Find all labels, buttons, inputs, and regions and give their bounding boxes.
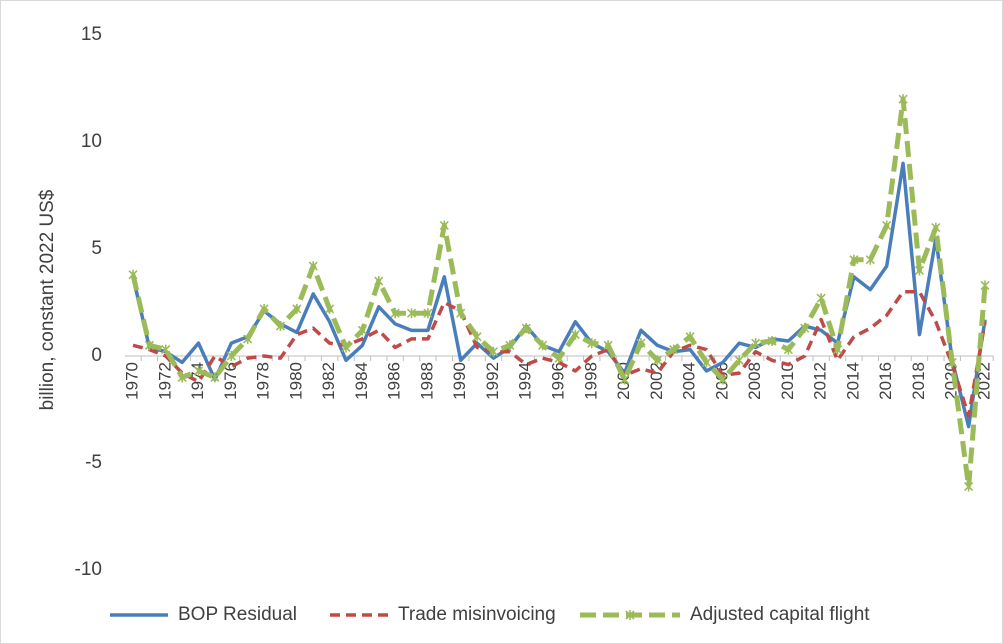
- point-marker: [488, 346, 499, 357]
- point-marker: [898, 94, 908, 105]
- x-tick-label: 1988: [417, 362, 436, 400]
- point-marker: [521, 323, 531, 334]
- point-marker: [947, 357, 957, 368]
- point-marker: [390, 308, 400, 319]
- x-tick-label: 2018: [909, 362, 928, 400]
- point-marker: [800, 323, 810, 334]
- point-marker: [636, 338, 646, 349]
- point-marker: [882, 220, 892, 231]
- point-marker: [144, 340, 154, 351]
- point-marker: [423, 308, 433, 319]
- point-marker: [964, 481, 974, 492]
- y-tick-label: 10: [81, 131, 102, 152]
- point-marker: [685, 331, 695, 342]
- point-marker: [128, 269, 138, 280]
- point-marker: [341, 342, 351, 353]
- point-marker: [292, 303, 302, 314]
- point-marker: [243, 333, 253, 344]
- point-marker: [603, 340, 613, 351]
- point-marker: [701, 357, 712, 368]
- x-tick-label: 2014: [843, 362, 862, 400]
- point-marker: [914, 265, 925, 276]
- legend-label: Adjusted capital flight: [690, 604, 870, 625]
- point-marker: [816, 293, 826, 304]
- point-marker: [193, 365, 204, 376]
- x-tick-label: 1994: [516, 362, 535, 400]
- point-marker: [980, 280, 990, 291]
- y-tick-label: 5: [91, 238, 102, 259]
- x-tick-label: 1998: [581, 362, 600, 400]
- x-tick-label: 1986: [385, 362, 404, 400]
- point-marker: [308, 261, 318, 272]
- point-marker: [832, 344, 843, 355]
- y-axis-title: billion, constant 2022 US$: [37, 189, 58, 410]
- x-tick-label: 1982: [319, 362, 338, 400]
- point-marker: [783, 344, 793, 355]
- point-marker: [865, 254, 875, 265]
- point-marker: [619, 374, 630, 385]
- point-marker: [505, 340, 515, 351]
- point-marker: [177, 372, 187, 383]
- point-marker: [718, 374, 728, 385]
- y-tick-label: -5: [85, 452, 102, 473]
- point-marker: [669, 344, 679, 355]
- y-tick-label: 15: [81, 24, 102, 45]
- x-tick-label: 1984: [352, 362, 371, 400]
- point-marker: [357, 325, 367, 336]
- point-marker: [210, 372, 220, 383]
- x-tick-label: 1980: [286, 362, 305, 400]
- x-tick-label: 1990: [450, 362, 469, 400]
- point-marker: [570, 329, 580, 340]
- point-marker: [931, 222, 941, 233]
- point-marker: [472, 331, 482, 342]
- point-marker: [652, 355, 662, 366]
- x-tick-label: 2012: [811, 362, 830, 400]
- y-tick-label: -10: [75, 559, 102, 580]
- x-tick-label: 2010: [778, 362, 797, 400]
- x-tick-label: 1970: [122, 362, 141, 400]
- point-marker: [439, 220, 449, 231]
- y-tick-label: 0: [91, 345, 102, 366]
- x-tick-label: 2008: [745, 362, 764, 400]
- point-marker: [751, 338, 761, 349]
- point-marker: [259, 303, 269, 314]
- x-tick-label: 2016: [876, 362, 895, 400]
- point-marker: [849, 254, 859, 265]
- x-tick-label: 1996: [548, 362, 567, 400]
- point-marker: [406, 308, 417, 319]
- point-marker: [538, 340, 548, 351]
- x-tick-label: 1978: [254, 362, 273, 400]
- legend-label: Trade misinvoicing: [398, 604, 556, 625]
- point-marker: [374, 276, 384, 287]
- x-tick-label: 1976: [221, 362, 240, 400]
- point-marker: [325, 303, 335, 314]
- point-marker: [456, 308, 466, 319]
- x-tick-label: 2004: [680, 362, 699, 400]
- point-marker: [767, 336, 777, 347]
- x-tick-label: 1972: [155, 362, 174, 400]
- x-tick-label: 1974: [188, 362, 207, 400]
- point-marker: [161, 344, 171, 355]
- legend-label: BOP Residual: [178, 604, 297, 625]
- point-marker: [734, 355, 744, 366]
- point-marker: [275, 321, 286, 332]
- point-marker: [554, 353, 564, 364]
- legend-marker: [625, 610, 635, 620]
- point-marker: [587, 338, 597, 349]
- point-marker: [226, 351, 236, 361]
- x-tick-label: 1992: [483, 362, 502, 400]
